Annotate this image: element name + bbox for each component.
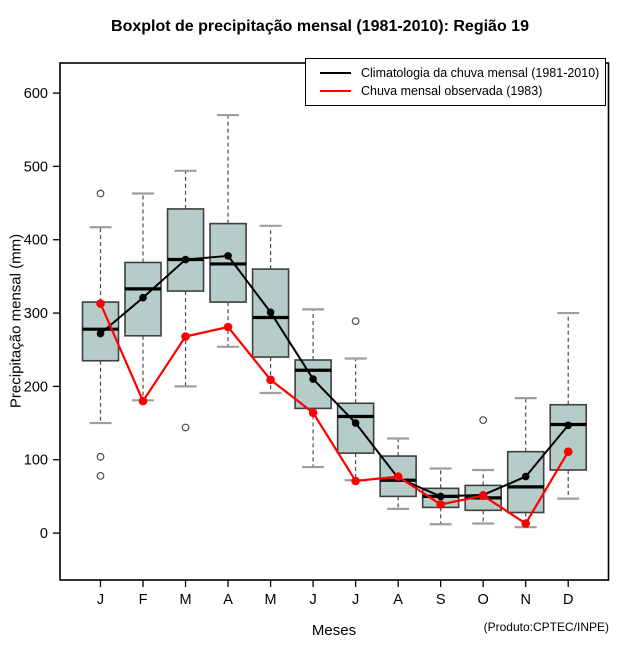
y-tick-label: 500 <box>24 159 48 175</box>
legend-label-observada: Chuva mensal observada (1983) <box>361 84 543 98</box>
y-tick-label: 300 <box>24 306 48 322</box>
climatology-line <box>99 254 569 498</box>
observed-point <box>521 519 530 528</box>
x-tick-label-month: M <box>179 592 191 608</box>
chart-title: Boxplot de precipitação mensal (1981-201… <box>111 18 529 35</box>
x-tick-label-month: A <box>393 592 403 608</box>
climatology-point <box>266 308 275 317</box>
observed-point <box>181 332 190 341</box>
climatology-point <box>521 472 530 481</box>
outlier-point <box>96 452 105 461</box>
outlier-point <box>351 317 360 326</box>
observed-point <box>393 472 403 481</box>
observed-line <box>99 303 570 526</box>
x-tick-label-month: S <box>436 592 446 608</box>
climatology-line-swatch <box>320 72 351 74</box>
climatology-point <box>351 419 360 427</box>
x-tick-label-month: O <box>478 592 489 608</box>
boxplot-box <box>166 208 205 292</box>
outlier-point <box>479 416 488 425</box>
x-axis-label: Meses <box>311 622 357 639</box>
x-tick-label-month: A <box>223 592 233 608</box>
y-tick-label: 400 <box>24 233 48 249</box>
observed-point <box>138 396 148 406</box>
x-tick-label-month: M <box>265 592 277 608</box>
boxplot-box <box>549 403 588 471</box>
climatology-point <box>224 252 232 260</box>
y-tick-label: 600 <box>24 86 48 102</box>
legend-item-observada: Chuva mensal observada (1983) <box>320 84 605 99</box>
y-axis-label: Precipitação mensal (mm) <box>7 233 25 409</box>
legend-item-climatologia: Climatologia da chuva mensal (1981-2010) <box>320 66 605 81</box>
observed-point <box>563 447 573 456</box>
x-tick-label-month: J <box>352 592 359 608</box>
climatology-point <box>436 492 445 501</box>
climatology-point <box>139 293 147 302</box>
x-tick-label-month: N <box>520 592 530 608</box>
outlier-point <box>96 189 105 198</box>
legend-label-climatologia: Climatologia da chuva mensal (1981-2010) <box>361 66 600 80</box>
observed-point <box>223 322 233 332</box>
climatology-point <box>564 421 573 430</box>
climatology-point <box>181 255 190 264</box>
climatology-point <box>96 329 105 338</box>
legend: Climatologia da chuva mensal (1981-2010)… <box>305 58 606 106</box>
x-tick-label-month: D <box>563 592 573 608</box>
y-tick-label: 0 <box>40 526 48 542</box>
product-credit: (Produto:CPTEC/INPE) <box>483 620 609 634</box>
observed-line-swatch <box>320 90 351 92</box>
observed-point <box>478 491 488 500</box>
y-tick-label: 100 <box>24 453 48 469</box>
outlier-point <box>181 423 190 432</box>
observed-point <box>308 408 318 418</box>
boxplot-box <box>294 359 332 410</box>
observed-point <box>436 500 445 509</box>
climatology-point <box>309 375 317 383</box>
observed-point <box>351 476 360 486</box>
y-tick-label: 200 <box>24 379 48 395</box>
x-tick-label-month: J <box>309 592 316 608</box>
outlier-point <box>96 471 105 480</box>
x-tick-label-month: F <box>139 592 148 608</box>
observed-point <box>266 375 275 385</box>
observed-point <box>96 299 105 308</box>
x-tick-label-month: J <box>97 592 104 608</box>
